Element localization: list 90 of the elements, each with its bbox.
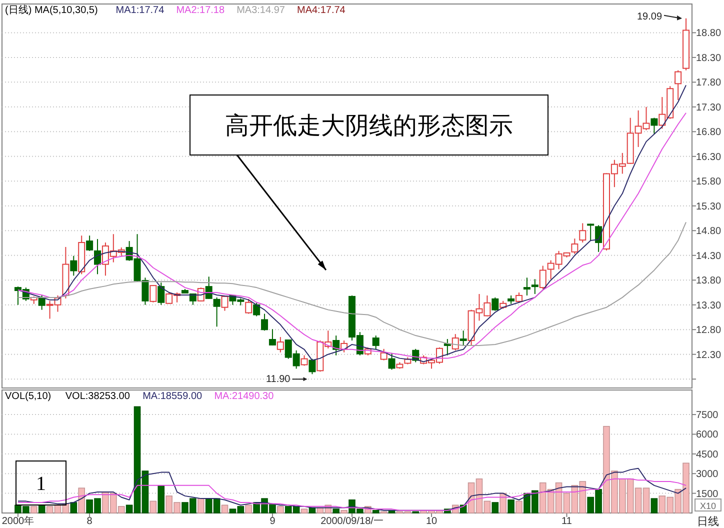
x-tick-label: 2000/09/18/一 [320,516,384,527]
x-tick-label: 2000年 [2,515,34,527]
y-tick-label: 17.80 [696,78,722,89]
bar [508,499,514,514]
candlestick [579,222,586,244]
bar [300,508,308,514]
bar [277,506,284,514]
y-tick-label: 14.30 [696,250,722,262]
annotation: 高开低走大阴线的形态图示 [225,111,513,140]
y-tick-label: 3000 [696,469,719,480]
x-tick-label: 8 [86,516,93,527]
y-tick-label: 18.30 [696,52,722,64]
candlestick [587,223,594,242]
candlestick [268,328,276,346]
bar [245,504,252,514]
series-label: VOL:38253.00 [65,391,130,402]
y-tick-label: 12.30 [696,350,722,361]
text: MA:21490.30 [214,391,274,402]
y-tick-label: 4500 [696,449,719,460]
candlestick [539,265,546,290]
candlestick [571,238,578,254]
bar [70,502,78,514]
y-tick-label: 6000 [696,430,719,441]
candlestick [452,334,459,351]
bar [650,498,658,514]
candlestick [531,278,538,294]
candlestick [86,235,94,252]
y-tick-label: 15.80 [696,176,722,188]
annotation: 11.90 [266,374,291,386]
candlestick [332,335,340,356]
bar [492,502,499,514]
y-axis-title: X10 [700,501,716,511]
annotation: 1 [36,473,46,495]
candlestick [245,298,252,314]
candlestick [276,336,284,353]
y-tick-label: 16.80 [696,127,722,138]
x-tick-label: 11 [562,516,572,527]
candlestick [595,224,602,252]
bar [78,488,85,514]
bar [150,500,157,514]
bar [516,500,522,514]
candlestick [150,284,157,303]
candlestick [674,70,682,100]
y-tick-label: 1500 [696,488,719,500]
y-tick-label: 13.80 [696,276,722,287]
candlestick [300,354,308,366]
candlestick [388,352,396,370]
bar [158,485,165,514]
candlestick [158,282,165,306]
text: MA3:14.97 [236,5,286,16]
annotation: 19.09 [636,11,662,22]
y-tick-label: 12.80 [696,325,722,336]
candlestick [492,296,499,312]
candlestick [94,238,102,275]
bar [30,506,38,514]
y-tick-label: 15.30 [696,201,722,212]
candlestick [308,358,316,375]
candlestick [213,296,220,328]
line-series [17,468,687,511]
bar [372,510,380,514]
candlestick [253,302,260,317]
text: MA2:17.18 [176,5,226,16]
y-tick-label: 17.30 [696,102,722,114]
candlestick [261,313,268,332]
text: MA1:17.74 [116,5,165,16]
x-axis-title: 日线 [697,515,719,528]
chart-title: (日线) MA(5,10,30,5) [5,4,98,16]
candlestick [372,335,380,350]
x-tick-label: 9 [270,516,276,527]
y-tick-label: 16.30 [696,152,722,163]
candlestick [221,294,228,312]
x-tick-label: 10 [426,516,438,527]
y-tick-label: 14.80 [696,226,722,238]
candlestick [205,276,212,300]
candlestick [523,277,530,296]
bar [332,508,340,514]
y-tick-label: 18.80 [696,28,722,40]
line-series [17,478,687,511]
y-tick-label: 7500 [696,410,719,422]
bar [340,510,348,514]
candlestick [380,348,388,361]
chart-title: VOL(5,10) [5,391,52,402]
candlestick [460,330,467,346]
y-tick-label: 13.30 [696,300,722,312]
candlestick [650,117,658,134]
candlestick [70,255,78,276]
annotation: MA4:17.74 [297,5,346,16]
text: MA:18559.00 [142,391,203,402]
bar [221,504,228,514]
bar [197,498,204,514]
